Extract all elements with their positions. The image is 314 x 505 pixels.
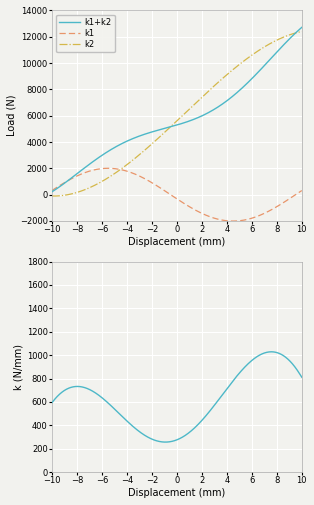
k2 xyxy=(52,193,56,199)
k1+k2 xyxy=(222,100,225,106)
k1+k2 xyxy=(300,24,304,30)
k2 xyxy=(160,131,164,137)
k1+k2 xyxy=(151,129,155,135)
Y-axis label: Load (N): Load (N) xyxy=(7,95,17,136)
k1+k2 xyxy=(249,76,253,82)
Line: k1+k2: k1+k2 xyxy=(52,27,302,192)
k1+k2 xyxy=(76,170,79,176)
k1 xyxy=(250,215,254,221)
Y-axis label: k (N/mm): k (N/mm) xyxy=(14,344,24,390)
k1 xyxy=(76,173,79,179)
k1 xyxy=(151,180,155,186)
X-axis label: Displacement (mm): Displacement (mm) xyxy=(128,488,225,498)
k1 xyxy=(106,165,110,171)
k2 xyxy=(250,53,253,59)
k1 xyxy=(231,218,235,224)
X-axis label: Displacement (mm): Displacement (mm) xyxy=(128,237,225,247)
k2 xyxy=(76,189,79,195)
k2 xyxy=(222,74,226,80)
k1 xyxy=(300,187,304,193)
k1+k2 xyxy=(50,189,54,195)
k1+k2 xyxy=(245,81,249,87)
k1 xyxy=(222,217,226,223)
k2 xyxy=(151,140,155,146)
k2 xyxy=(245,56,249,62)
Line: k2: k2 xyxy=(52,31,302,196)
k2 xyxy=(50,193,54,199)
k1+k2 xyxy=(160,126,164,132)
k2 xyxy=(300,28,304,34)
k1 xyxy=(245,216,249,222)
Legend: k1+k2, k1, k2: k1+k2, k1, k2 xyxy=(56,15,115,53)
k1 xyxy=(50,187,54,193)
k1 xyxy=(160,186,164,192)
Line: k1: k1 xyxy=(52,168,302,221)
